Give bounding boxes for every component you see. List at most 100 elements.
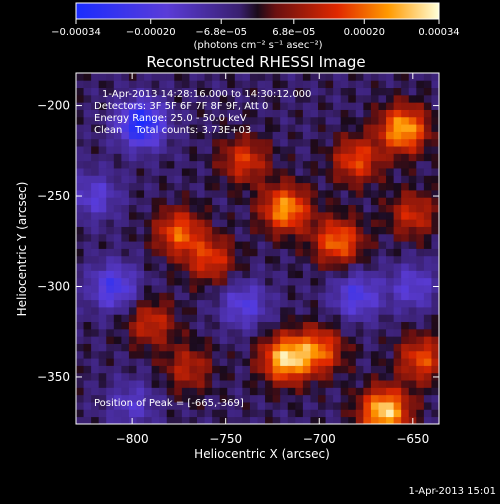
heatmap-cell	[136, 182, 145, 191]
heatmap-cell	[98, 190, 107, 198]
heatmap-cell	[378, 255, 387, 264]
heatmap-cell	[393, 299, 402, 308]
heatmap-cell	[181, 307, 190, 315]
heatmap-cell	[408, 116, 417, 125]
heatmap-cell	[166, 73, 175, 81]
heatmap-cell	[234, 146, 243, 154]
heatmap-cell	[144, 285, 153, 293]
heatmap-cell	[128, 190, 137, 198]
heatmap-cell	[295, 211, 304, 220]
heatmap-cell	[257, 109, 266, 118]
heatmap-cell	[204, 314, 213, 323]
heatmap-cell	[355, 299, 364, 308]
heatmap-cell	[242, 321, 251, 330]
heatmap-cell	[333, 131, 342, 140]
heatmap-cell	[401, 116, 410, 125]
heatmap-cell	[227, 255, 236, 264]
heatmap-cell	[393, 190, 402, 198]
heatmap-cell	[181, 182, 190, 191]
heatmap-cell	[204, 380, 213, 388]
heatmap-cell	[121, 263, 130, 271]
heatmap-cell	[166, 94, 175, 103]
heatmap-cell	[113, 175, 122, 184]
heatmap-cell	[302, 190, 311, 198]
heatmap-cell	[212, 102, 221, 110]
heatmap-cell	[423, 321, 432, 330]
heatmap-cell	[333, 263, 342, 271]
heatmap-cell	[106, 146, 115, 154]
heatmap-cell	[431, 248, 440, 257]
heatmap-cell	[242, 277, 251, 286]
heatmap-cell	[242, 197, 251, 206]
heatmap-cell	[189, 131, 198, 140]
heatmap-cell	[265, 285, 274, 293]
heatmap-cell	[423, 182, 432, 191]
heatmap-cell	[181, 314, 190, 323]
heatmap-cell	[378, 292, 387, 301]
heatmap-cell	[76, 321, 84, 330]
heatmap-cell	[113, 233, 122, 242]
heatmap-cell	[136, 146, 145, 154]
heatmap-cell	[333, 328, 342, 337]
heatmap-cell	[257, 80, 266, 89]
heatmap-cell	[295, 380, 304, 388]
heatmap-cell	[378, 73, 387, 81]
heatmap-cell	[144, 314, 153, 323]
heatmap-cell	[128, 73, 137, 81]
heatmap-cell	[242, 73, 251, 81]
heatmap-cell	[416, 365, 425, 374]
heatmap-cell	[189, 372, 198, 381]
heatmap-cell	[234, 182, 243, 191]
heatmap-cell	[280, 153, 289, 162]
heatmap-cell	[91, 299, 100, 308]
heatmap-cell	[325, 182, 334, 191]
heatmap-cell	[174, 182, 183, 191]
heatmap-cell	[144, 321, 153, 330]
heatmap-cell	[234, 394, 243, 403]
heatmap-cell	[325, 248, 334, 257]
heatmap-cell	[386, 343, 395, 352]
heatmap-cell	[386, 285, 395, 293]
heatmap-cell	[121, 73, 130, 81]
heatmap-cell	[249, 292, 258, 301]
heatmap-cell	[340, 307, 349, 315]
heatmap-cell	[265, 138, 274, 147]
heatmap-cell	[408, 372, 417, 381]
heatmap-cell	[272, 94, 281, 103]
heatmap-cell	[280, 307, 289, 315]
heatmap-cell	[106, 248, 115, 257]
heatmap-cell	[386, 402, 395, 410]
heatmap-cell	[128, 372, 137, 381]
heatmap-cell	[378, 307, 387, 315]
heatmap-cell	[181, 248, 190, 257]
heatmap-cell	[416, 153, 425, 162]
heatmap-cell	[355, 255, 364, 264]
heatmap-cell	[401, 94, 410, 103]
heatmap-cell	[401, 146, 410, 154]
heatmap-cell	[166, 365, 175, 374]
heatmap-cell	[159, 131, 168, 140]
heatmap-cell	[363, 307, 372, 315]
heatmap-cell	[340, 277, 349, 286]
heatmap-cell	[227, 241, 236, 249]
heatmap-cell	[219, 226, 228, 235]
heatmap-cell	[318, 190, 326, 198]
heatmap-cell	[181, 263, 190, 271]
heatmap-cell	[363, 219, 372, 227]
heatmap-cell	[378, 277, 387, 286]
heatmap-cell	[121, 409, 130, 418]
heatmap-cell	[265, 211, 274, 220]
heatmap-cell	[370, 131, 379, 140]
heatmap-cell	[386, 109, 395, 118]
heatmap-cell	[166, 336, 175, 344]
heatmap-cell	[242, 307, 251, 315]
heatmap-cell	[257, 124, 266, 132]
heatmap-cell	[219, 365, 228, 374]
heatmap-cell	[91, 80, 100, 89]
heatmap-cell	[295, 94, 304, 103]
heatmap-cell	[242, 131, 251, 140]
heatmap-cell	[189, 146, 198, 154]
heatmap-cell	[159, 146, 168, 154]
heatmap-cell	[219, 109, 228, 118]
heatmap-cell	[386, 380, 395, 388]
